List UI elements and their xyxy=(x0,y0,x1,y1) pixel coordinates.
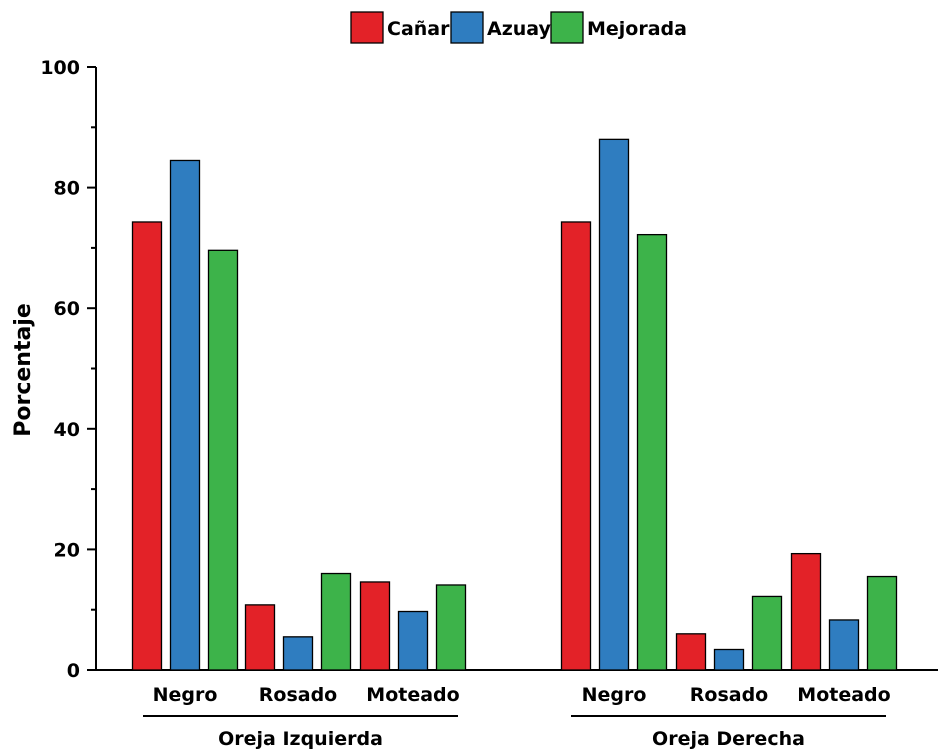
bar xyxy=(320,572,352,671)
bar xyxy=(751,595,783,671)
x-tick-label: Moteado xyxy=(366,684,459,706)
bar xyxy=(636,233,668,671)
bar xyxy=(282,636,314,671)
x-tick-label: Negro xyxy=(153,684,218,706)
bar xyxy=(560,221,592,671)
legend-swatch xyxy=(450,11,484,44)
y-axis-label: Porcentaje xyxy=(11,303,36,437)
x-tick-label: Moteado xyxy=(797,684,890,706)
y-tick-label: 100 xyxy=(40,57,80,79)
bar xyxy=(169,159,201,671)
legend-swatch xyxy=(350,11,384,44)
legend-swatch xyxy=(550,11,584,44)
y-tick-label: 20 xyxy=(54,539,80,561)
x-tick-label: Negro xyxy=(582,684,647,706)
legend: Cañar Azuay Mejorada xyxy=(350,11,687,44)
x-tick-label: Rosado xyxy=(259,684,337,706)
y-tick-label: 60 xyxy=(54,298,80,320)
y-tick-label: 0 xyxy=(67,660,80,682)
bars xyxy=(131,138,898,671)
bar xyxy=(790,552,822,671)
legend-label: Mejorada xyxy=(587,18,687,40)
bar xyxy=(397,610,429,671)
legend-label: Azuay xyxy=(487,18,552,40)
group-label: Oreja Izquierda xyxy=(218,728,383,750)
x-tick-label: Rosado xyxy=(690,684,768,706)
y-tick-label: 40 xyxy=(54,419,80,441)
bar xyxy=(435,584,467,671)
legend-label: Cañar xyxy=(387,18,450,40)
bar xyxy=(244,604,276,671)
bar xyxy=(828,619,860,671)
bar xyxy=(713,648,745,671)
bar xyxy=(359,581,391,671)
bar xyxy=(207,249,239,671)
bar xyxy=(598,138,630,671)
bar xyxy=(675,633,707,671)
y-tick-label: 80 xyxy=(54,178,80,200)
group-label: Oreja Derecha xyxy=(652,728,805,750)
bar xyxy=(131,221,163,671)
bar xyxy=(866,575,898,671)
